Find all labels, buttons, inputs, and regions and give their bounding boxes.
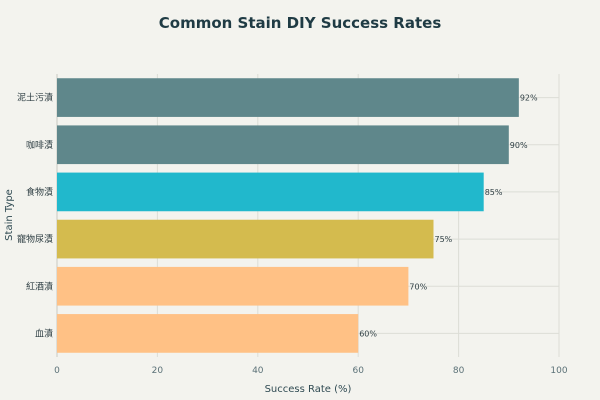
data-label: 70% [409,282,427,291]
x-tick-label: 20 [152,366,164,376]
x-tick-label: 100 [550,366,567,376]
data-label: 60% [359,329,377,338]
data-label: 85% [485,188,503,197]
x-tick-label: 60 [352,366,364,376]
x-tick-label: 80 [453,366,465,376]
y-tick-label: 紅酒漬 [26,280,53,292]
y-axis-title: Stain Type [4,189,15,241]
data-label: 92% [520,94,538,103]
chart-title: Common Stain DIY Success Rates [159,14,442,32]
labels: 0 20 40 60 80 100 泥土污漬 92% 咖啡漬 90% 食物漬 85% 寵物尿漬 75% 紅酒… [17,92,568,376]
y-tick-label: 食物漬 [26,186,53,198]
bar [57,219,434,259]
bar [57,78,519,117]
y-tick-label: 咖啡漬 [26,139,53,151]
bar [57,266,409,306]
bar [57,172,484,212]
x-axis-title: Success Rate (%) [265,384,352,395]
bar [57,314,359,353]
x-tick-label: 0 [54,366,60,376]
bar [57,125,509,165]
x-tick-label: 40 [252,366,264,376]
bars [57,78,519,353]
y-tick-label: 血漬 [35,327,53,339]
y-tick-label: 寵物尿漬 [17,233,53,245]
y-tick-label: 泥土污漬 [17,92,53,104]
data-label: 90% [510,141,528,150]
data-label: 75% [435,235,453,244]
